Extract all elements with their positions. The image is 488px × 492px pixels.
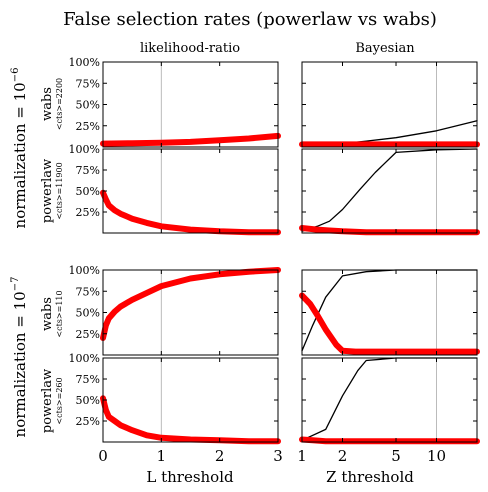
panel-frame xyxy=(301,357,478,443)
x-tick-label: 3 xyxy=(273,447,283,465)
column-title-likelihood: likelihood-ratio xyxy=(140,41,240,56)
series-line-thick xyxy=(100,395,281,445)
row-label-model-4: powerlaw xyxy=(40,369,55,433)
x-tick-label: 2 xyxy=(338,447,348,465)
panel-frame xyxy=(301,269,478,356)
row-label-cts-4: <cts>=260 xyxy=(55,377,64,424)
row-label-model-3: wabs xyxy=(40,297,55,331)
y-tick-label: 75% xyxy=(76,164,100,177)
row-label-cts-3: <cts>=110 xyxy=(55,290,64,337)
row-label-model-1: wabs xyxy=(40,87,55,121)
y-tick-label: 100% xyxy=(69,143,100,156)
y-tick-label: 50% xyxy=(76,99,100,112)
row-label-cts-1: <cts>=2200 xyxy=(55,78,64,130)
panel-frame xyxy=(102,269,279,356)
y-tick-label: 100% xyxy=(69,352,100,365)
series-line-thick xyxy=(100,132,281,147)
y-tick-label: 50% xyxy=(76,307,100,320)
column-title-bayesian: Bayesian xyxy=(355,41,415,56)
y-tick-label: 75% xyxy=(76,77,100,90)
group-label-1: normalization = 10−6 xyxy=(10,68,29,229)
panel-grid: 25% 50% 75% 100% 25% 50% 75% 100% 25% 50% 75% 100% 2… xyxy=(69,56,480,465)
y-tick-label: 75% xyxy=(76,373,100,386)
y-tick-label: 25% xyxy=(76,120,100,133)
x-tick-label: 0 xyxy=(98,447,108,465)
row-label-model-2: powerlaw xyxy=(40,159,55,223)
x-axis-label-bayesian: Z threshold xyxy=(326,468,414,486)
x-axis-label-likelihood: L threshold xyxy=(146,468,234,486)
y-tick-label: 50% xyxy=(76,185,100,198)
y-tick-label: 100% xyxy=(69,264,100,277)
x-tick-label: 5 xyxy=(391,447,401,465)
series-line-thick xyxy=(100,189,281,236)
series-line-thick xyxy=(299,436,480,445)
series-line-thin xyxy=(301,269,478,352)
group-label-2: normalization = 10−7 xyxy=(10,277,29,438)
x-tick-label: 1 xyxy=(297,447,307,465)
panel-frame xyxy=(301,148,478,234)
y-tick-label: 75% xyxy=(76,285,100,298)
x-tick-label: 10 xyxy=(427,447,446,465)
series-line-thick xyxy=(299,225,480,236)
y-tick-label: 25% xyxy=(76,415,100,428)
series-line-thin xyxy=(301,148,478,232)
y-tick-label: 50% xyxy=(76,394,100,407)
y-tick-label: 25% xyxy=(76,206,100,219)
y-tick-label: 100% xyxy=(69,56,100,69)
row-label-cts-2: <cts>=11900 xyxy=(55,162,64,219)
series-line-thick xyxy=(100,267,281,341)
figure-title: False selection rates (powerlaw vs wabs) xyxy=(63,9,437,30)
x-tick-label: 2 xyxy=(215,447,225,465)
series-line-thin xyxy=(301,357,478,441)
x-tick-label: 1 xyxy=(157,447,167,465)
panel-frame xyxy=(102,61,279,148)
y-tick-label: 25% xyxy=(76,328,100,341)
series-line-thick xyxy=(299,292,480,355)
panel-frame xyxy=(301,61,478,148)
